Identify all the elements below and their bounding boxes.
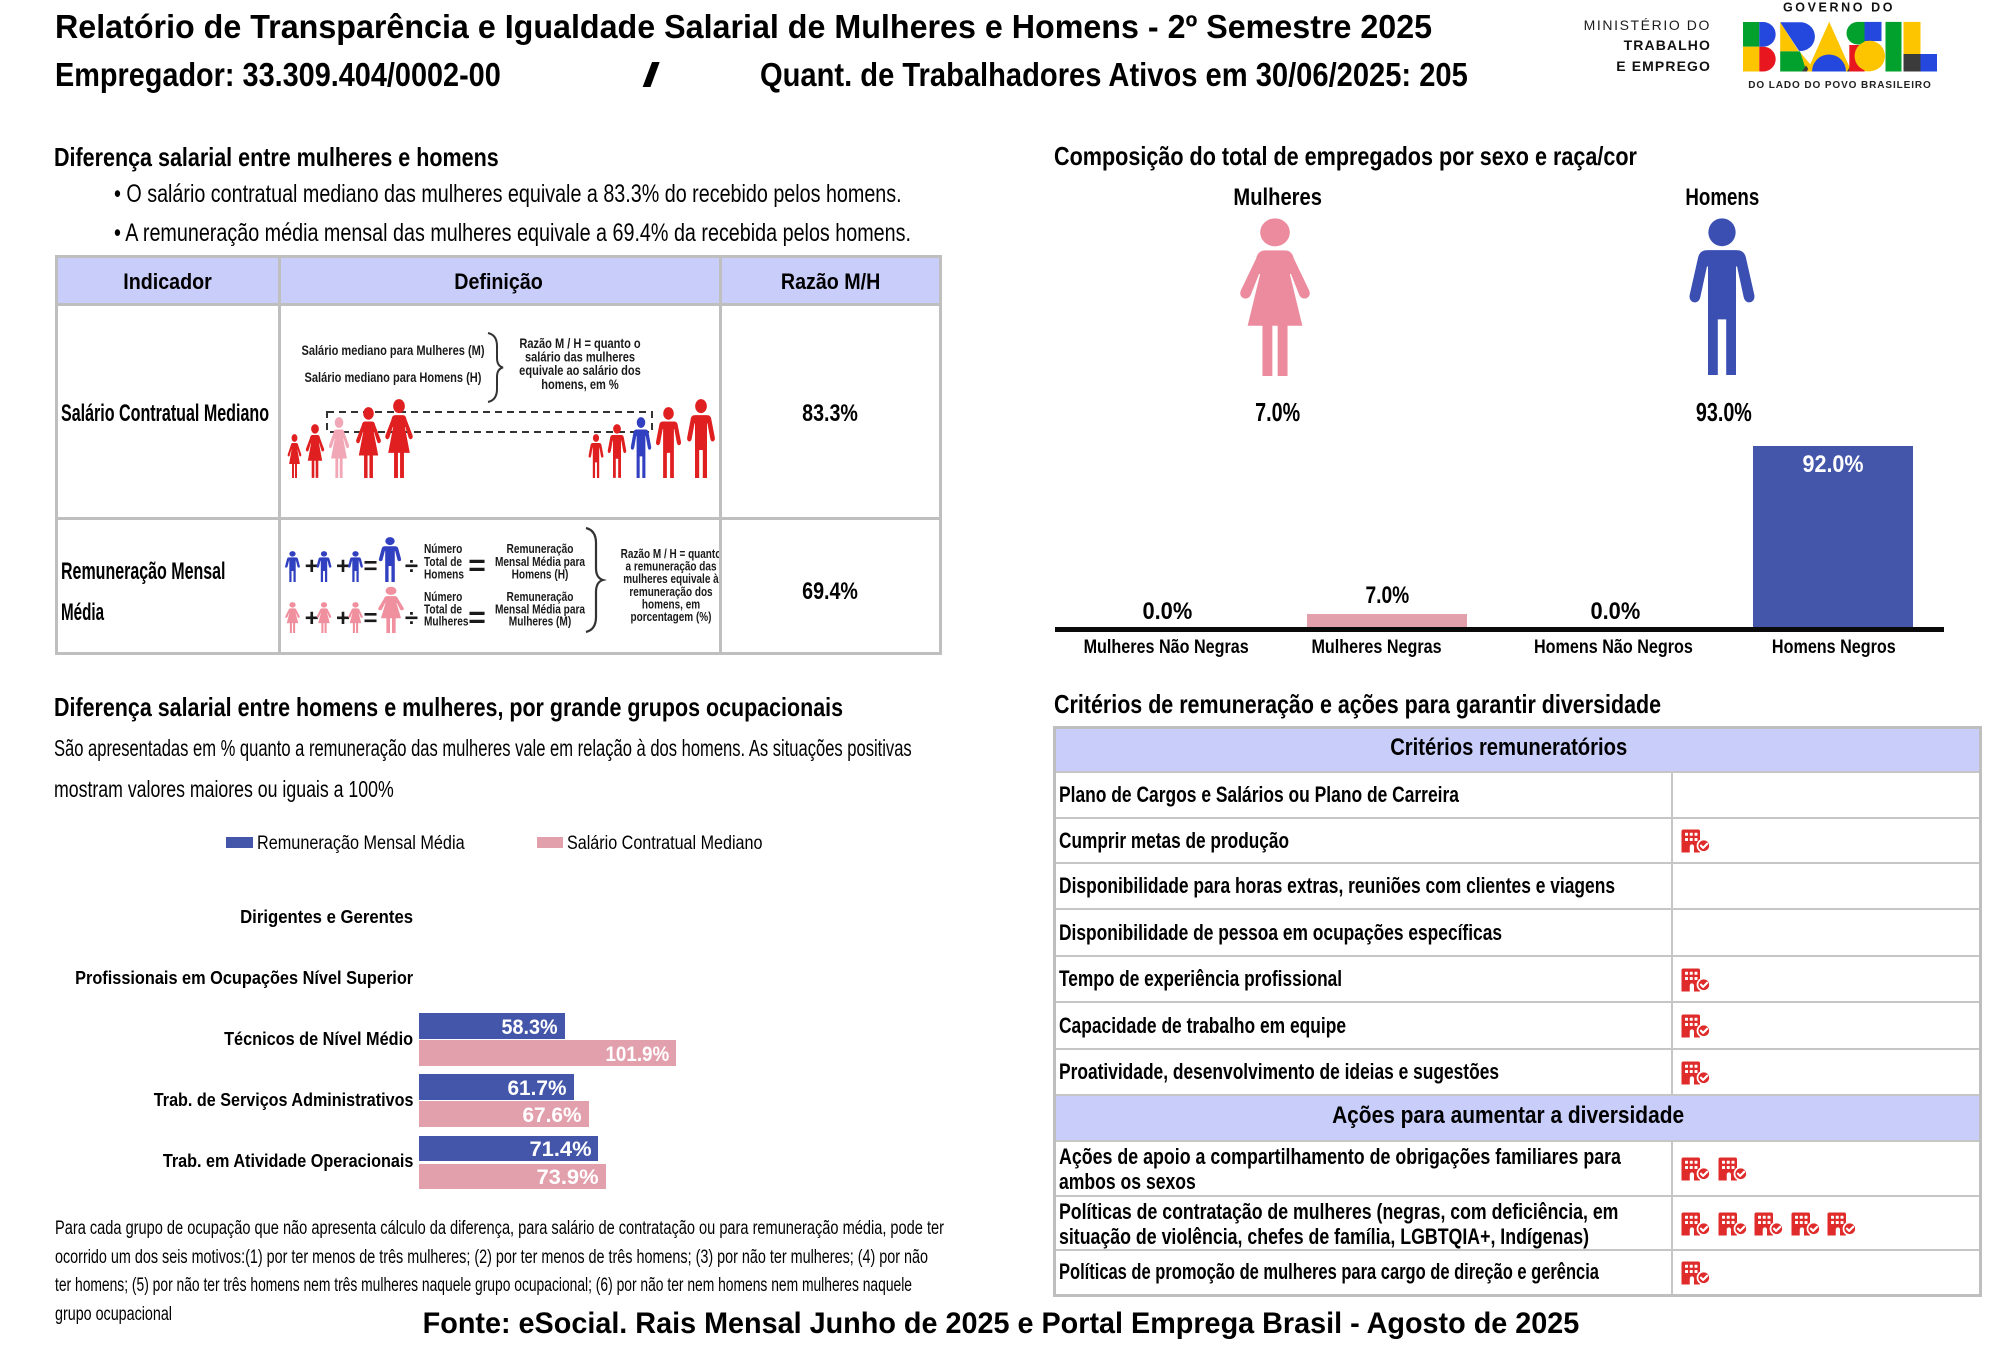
- svg-text:+: +: [336, 553, 350, 580]
- svg-text:a remuneração das: a remuneração das: [626, 561, 717, 574]
- svg-text:+: +: [305, 605, 319, 632]
- svg-text:homens, em: homens, em: [642, 598, 700, 611]
- svg-text:=: =: [363, 605, 377, 632]
- svg-text:equivale ao salário dos: equivale ao salário dos: [519, 363, 641, 378]
- svg-text:remuneração dos: remuneração dos: [629, 586, 712, 599]
- svg-text:Total de: Total de: [424, 602, 463, 616]
- svg-text:Total de: Total de: [424, 555, 463, 569]
- svg-text:+: +: [336, 605, 350, 632]
- svg-text:Razão M / H = quanto: Razão M / H = quanto: [621, 548, 719, 561]
- svg-text:=: =: [468, 549, 486, 582]
- svg-text:Remuneração: Remuneração: [507, 590, 574, 604]
- svg-text:÷: ÷: [405, 553, 418, 580]
- svg-text:Razão M / H = quanto o: Razão M / H = quanto o: [519, 336, 641, 351]
- svg-text:porcentagem (%): porcentagem (%): [631, 611, 712, 624]
- svg-text:Mulheres: Mulheres: [424, 614, 468, 628]
- svg-text:Salário mediano para Mulheres: Salário mediano para Mulheres (M): [301, 343, 484, 358]
- svg-text:Homens (H): Homens (H): [512, 567, 569, 581]
- svg-text:Número: Número: [424, 590, 462, 604]
- svg-text:Remuneração: Remuneração: [507, 542, 574, 556]
- svg-text:Homens: Homens: [424, 567, 464, 581]
- svg-text:=: =: [363, 553, 377, 580]
- svg-text:Mulheres (M): Mulheres (M): [509, 614, 572, 628]
- svg-text:DO LADO DO POVO BRASILEIRO: DO LADO DO POVO BRASILEIRO: [1748, 80, 1931, 91]
- svg-text:mulheres equivale à: mulheres equivale à: [623, 573, 719, 586]
- svg-text:Mensal Média para: Mensal Média para: [495, 602, 585, 616]
- svg-text:salário das mulheres: salário das mulheres: [525, 350, 635, 365]
- svg-text:÷: ÷: [405, 605, 418, 632]
- svg-text:GOVERNO DO: GOVERNO DO: [1783, 1, 1895, 15]
- svg-text:+: +: [305, 553, 319, 580]
- svg-text:homens, em %: homens, em %: [541, 377, 618, 392]
- svg-text:Número: Número: [424, 542, 462, 556]
- svg-text:=: =: [468, 601, 486, 634]
- svg-text:Salário mediano para Homens (H: Salário mediano para Homens (H): [305, 370, 482, 385]
- svg-text:Mensal Média para: Mensal Média para: [495, 555, 585, 569]
